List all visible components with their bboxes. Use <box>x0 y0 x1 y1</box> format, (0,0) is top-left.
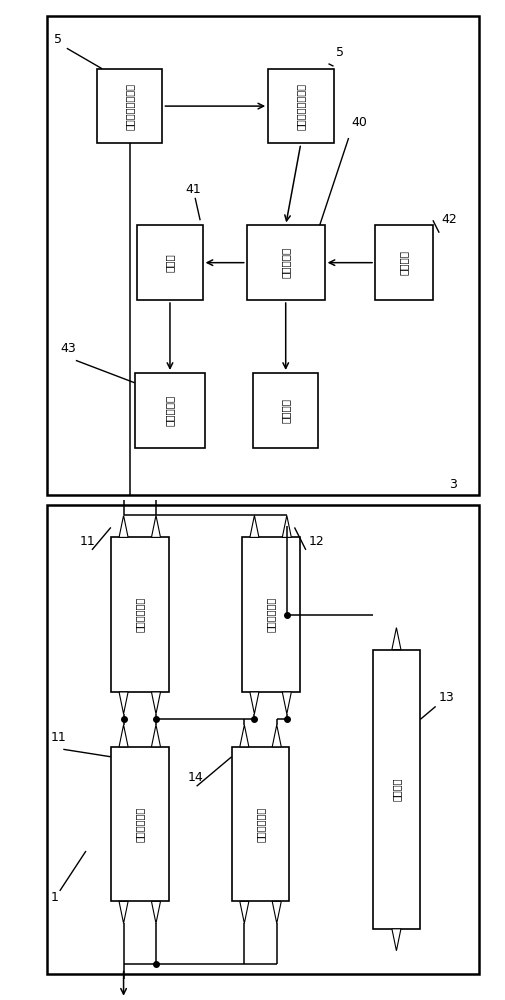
Text: 5: 5 <box>335 46 343 59</box>
Polygon shape <box>282 515 291 537</box>
Text: 3: 3 <box>448 478 456 491</box>
Text: 1: 1 <box>50 891 59 904</box>
Text: 采集保护模块: 采集保护模块 <box>255 806 265 842</box>
FancyBboxPatch shape <box>134 373 205 448</box>
Text: 13: 13 <box>437 691 453 704</box>
Polygon shape <box>391 628 400 650</box>
FancyBboxPatch shape <box>374 225 432 300</box>
FancyBboxPatch shape <box>372 650 420 929</box>
Text: 公网信号接收单元: 公网信号接收单元 <box>295 83 305 130</box>
Polygon shape <box>151 515 160 537</box>
FancyBboxPatch shape <box>137 225 203 300</box>
Text: 数据采集单元: 数据采集单元 <box>134 806 144 842</box>
Polygon shape <box>119 692 128 714</box>
Polygon shape <box>391 929 400 951</box>
Polygon shape <box>249 692 259 714</box>
Text: 终端显示器: 终端显示器 <box>165 395 175 426</box>
Text: 保护电路单元: 保护电路单元 <box>265 597 275 632</box>
Polygon shape <box>119 725 128 747</box>
FancyBboxPatch shape <box>246 225 324 300</box>
FancyBboxPatch shape <box>46 505 479 974</box>
FancyBboxPatch shape <box>111 537 168 692</box>
Text: 电源单元: 电源单元 <box>391 777 400 801</box>
FancyBboxPatch shape <box>111 747 168 901</box>
Text: 公网信号发射单元: 公网信号发射单元 <box>124 83 134 130</box>
Polygon shape <box>151 692 160 714</box>
Polygon shape <box>239 901 248 923</box>
Polygon shape <box>151 901 160 923</box>
Text: 数据处理单元: 数据处理单元 <box>134 597 144 632</box>
Polygon shape <box>249 515 259 537</box>
Text: 加密单元: 加密单元 <box>398 250 408 275</box>
FancyBboxPatch shape <box>268 69 333 143</box>
Text: 42: 42 <box>441 213 457 226</box>
FancyBboxPatch shape <box>252 373 318 448</box>
Text: 40: 40 <box>350 116 366 129</box>
Text: 移动终端: 移动终端 <box>280 398 290 423</box>
Text: 41: 41 <box>185 183 200 196</box>
FancyBboxPatch shape <box>46 16 479 495</box>
FancyBboxPatch shape <box>241 537 299 692</box>
Text: 11: 11 <box>79 535 95 548</box>
Text: 11: 11 <box>50 731 66 744</box>
FancyBboxPatch shape <box>97 69 162 143</box>
Polygon shape <box>272 725 281 747</box>
Polygon shape <box>239 725 248 747</box>
Text: 5: 5 <box>54 33 62 46</box>
Polygon shape <box>119 901 128 923</box>
Polygon shape <box>119 515 128 537</box>
Polygon shape <box>151 725 160 747</box>
FancyBboxPatch shape <box>231 747 289 901</box>
Text: 14: 14 <box>187 771 203 784</box>
Text: 后台处理器: 后台处理器 <box>280 247 290 278</box>
Text: 12: 12 <box>308 535 324 548</box>
Text: 43: 43 <box>61 342 76 355</box>
Text: 储存器: 储存器 <box>165 253 175 272</box>
Polygon shape <box>272 901 281 923</box>
Polygon shape <box>282 692 291 714</box>
